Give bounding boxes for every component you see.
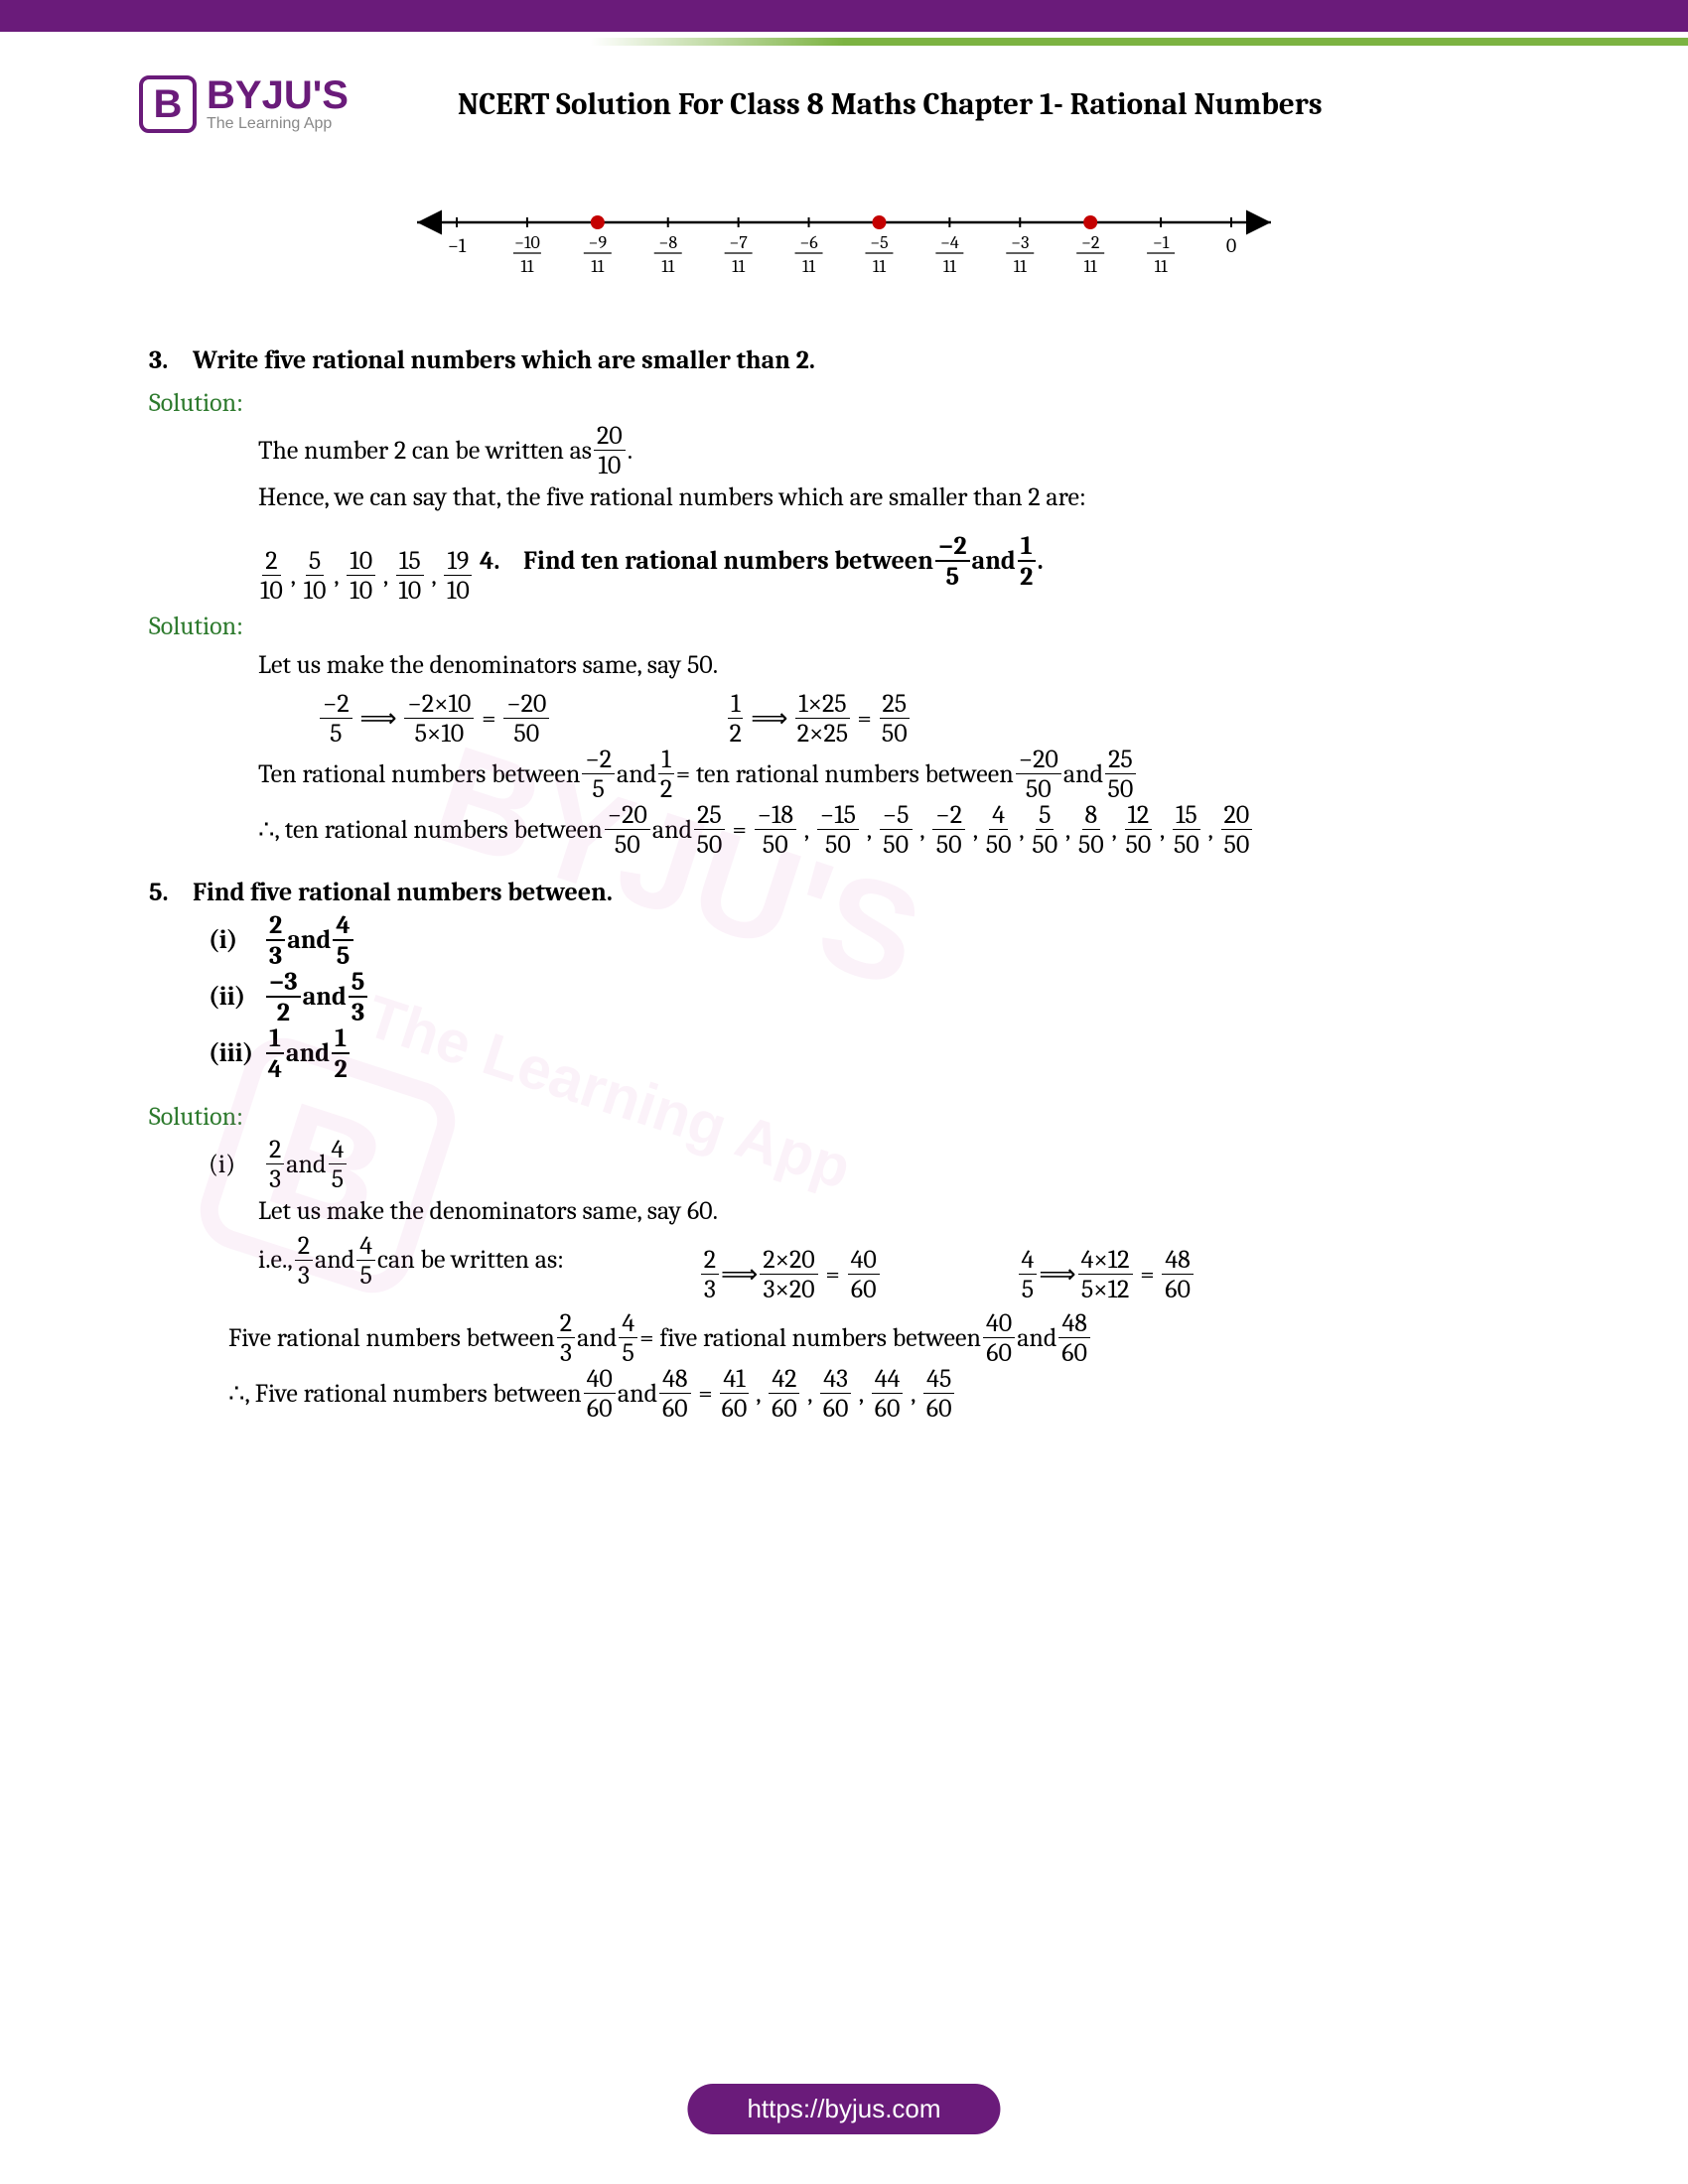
svg-text:11: 11	[1014, 256, 1028, 277]
svg-text:−4: −4	[940, 232, 959, 253]
q5-number: 5.	[149, 874, 193, 912]
svg-text:11: 11	[732, 256, 746, 277]
q4-line1: Let us make the denominators same, say 5…	[258, 646, 1539, 685]
q3-text: Write five rational numbers which are sm…	[193, 341, 815, 380]
q4-solution-label: Solution:	[149, 608, 1539, 646]
svg-text:−6: −6	[799, 232, 818, 253]
q3: 3. Write five rational numbers which are…	[149, 341, 1539, 380]
logo-tagline: The Learning App	[207, 115, 349, 133]
q5i-line2: i.e., 23 and 45 can be written as:	[258, 1233, 564, 1289]
q4-step2: 12 ⟹ 1×252×25 = 2550	[726, 691, 912, 747]
q5-part: (ii)−32 and 53	[209, 969, 1539, 1025]
svg-text:11: 11	[943, 256, 957, 277]
q5i-step2: 45 ⟹ 4×125×12 = 4860	[1017, 1247, 1196, 1302]
q3-solution-label: Solution:	[149, 384, 1539, 423]
q5-part: (iii)14and 12	[209, 1025, 1539, 1082]
q4-line4: ∴, ten rational numbers between −2050 an…	[258, 802, 1254, 858]
q5-sol-i-head: (i) 23 and 45	[209, 1137, 1539, 1192]
q3-answers: 210 , 510 , 1010 , 1510 , 1910	[258, 548, 474, 604]
svg-text:−1: −1	[448, 234, 467, 257]
page-header: B BYJU'S The Learning App NCERT Solution…	[0, 46, 1688, 143]
footer-url-pill: https://byjus.com	[687, 2084, 1000, 2134]
q5-part: (i)23 and 45	[209, 912, 1539, 969]
svg-text:11: 11	[1155, 256, 1169, 277]
q4-line3: Ten rational numbers between −25 and 12 …	[258, 747, 1138, 802]
q3-line1: The number 2 can be written as 2010 .	[258, 423, 633, 478]
q5-text: Find five rational numbers between.	[193, 874, 613, 912]
svg-text:−2: −2	[1081, 232, 1099, 253]
number-line-diagram: −1−1011−911−811−711−611−511−411−311−211−…	[397, 193, 1291, 302]
q5i-line4: ∴, Five rational numbers between 4060 an…	[228, 1366, 956, 1422]
document-title: NCERT Solution For Class 8 Maths Chapter…	[458, 86, 1323, 122]
svg-text:0: 0	[1226, 234, 1236, 257]
svg-text:−10: −10	[514, 232, 540, 253]
svg-text:−9: −9	[589, 232, 608, 253]
svg-text:11: 11	[802, 256, 816, 277]
q3-number: 3.	[149, 341, 193, 380]
svg-text:11: 11	[1084, 256, 1098, 277]
svg-text:11: 11	[520, 256, 534, 277]
top-purple-bar	[0, 0, 1688, 32]
q5: 5. Find five rational numbers between.	[149, 874, 1539, 912]
logo-name: BYJU'S	[207, 75, 349, 115]
svg-text:11: 11	[873, 256, 887, 277]
svg-text:11: 11	[591, 256, 605, 277]
logo: B BYJU'S The Learning App	[139, 75, 349, 133]
q5i-step1: 23 ⟹ 2×203×20 = 4060	[699, 1247, 882, 1302]
q4-number: 4.	[480, 542, 523, 581]
svg-text:−8: −8	[658, 232, 677, 253]
green-accent-bar	[0, 38, 1688, 46]
svg-text:−3: −3	[1011, 232, 1029, 253]
svg-text:−1: −1	[1153, 232, 1170, 253]
logo-icon: B	[139, 75, 197, 133]
q5i-line3: Five rational numbers between 23 and 45 …	[228, 1310, 1092, 1366]
svg-text:11: 11	[661, 256, 675, 277]
q4-step1: −25 ⟹ −2×105×10 = −2050	[318, 691, 551, 747]
svg-text:−5: −5	[870, 232, 889, 253]
q5-solution-label: Solution:	[149, 1098, 1539, 1137]
q4: 4. Find ten rational numbers between −25…	[480, 533, 1044, 590]
content-area: B BYJU'S The Learning App −1−1011−911−81…	[0, 143, 1688, 1422]
q3-line2: Hence, we can say that, the five rationa…	[258, 478, 1539, 517]
q5i-line1: Let us make the denominators same, say 6…	[258, 1192, 1539, 1231]
svg-text:−7: −7	[729, 232, 748, 253]
